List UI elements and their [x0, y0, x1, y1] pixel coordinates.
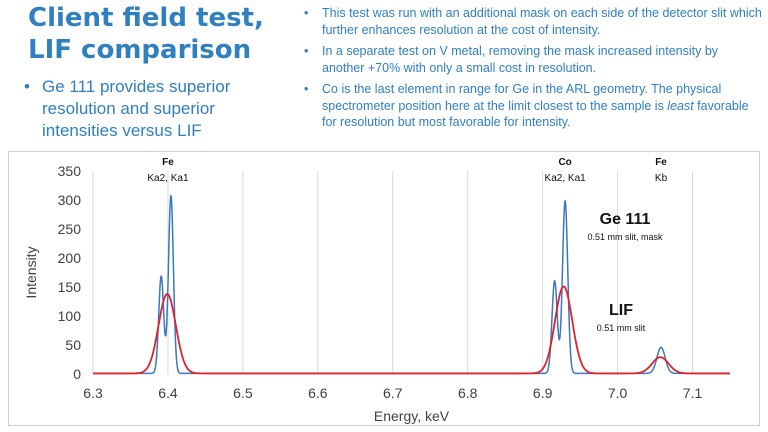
series-line-lif: [92, 285, 731, 375]
y-tick-label: 300: [58, 192, 82, 208]
peak-lines-label: Ka2, Ka1: [545, 173, 587, 184]
peak-lines-label: Ka2, Ka1: [147, 173, 189, 184]
y-tick-label: 200: [58, 250, 82, 266]
x-tick-label: 7.1: [683, 385, 703, 401]
left-bullet-list: Ge 111 provides superior resolution and …: [24, 76, 274, 142]
right-bullet-3: Co is the last element in range for Ge i…: [302, 81, 762, 131]
y-tick-label: 250: [58, 221, 82, 237]
y-tick-label: 50: [65, 337, 81, 353]
right-bullet-3-pre: Co is the last element in range for Ge i…: [322, 82, 722, 113]
left-bullet: Ge 111 provides superior resolution and …: [24, 76, 274, 142]
y-axis-title: Intensity: [23, 246, 39, 298]
x-tick-label: 6.3: [83, 385, 103, 401]
x-tick-label: 6.7: [383, 385, 403, 401]
y-tick-label: 350: [58, 163, 82, 179]
x-tick-label: 6.6: [308, 385, 328, 401]
title-line-1: Client field test,: [28, 3, 264, 33]
peak-element-label: Fe: [162, 157, 174, 168]
right-bullet-list: This test was run with an additional mas…: [302, 5, 762, 136]
x-tick-label: 6.8: [458, 385, 478, 401]
spectrum-chart: 0 50 100 150 200 250 300 350 6.3 6.4 6.5 6.6 6.7 6.8 6…: [23, 157, 731, 424]
right-bullet-2: In a separate test on V metal, removing …: [302, 43, 762, 76]
x-axis-title: Energy, keV: [374, 408, 450, 424]
y-tick-label: 0: [73, 366, 81, 382]
x-tick-label: 7.0: [608, 385, 628, 401]
lif-series-note: 0.51 mm slit: [597, 323, 646, 333]
peak-element-label: Fe: [655, 157, 667, 168]
right-bullet-3-emphasis: least: [667, 98, 694, 113]
y-tick-label: 150: [58, 279, 82, 295]
x-tick-label: 6.5: [233, 385, 253, 401]
right-bullet-3-post: favorable for resolution but most favora…: [322, 98, 749, 130]
title-line-2: LIF comparison: [28, 35, 252, 65]
y-tick-label: 100: [58, 308, 82, 324]
peak-element-label: Co: [558, 157, 571, 168]
x-tick-label: 6.9: [533, 385, 553, 401]
x-tick-label: 6.4: [158, 385, 178, 401]
chart-frame: [8, 151, 760, 426]
peak-lines-label: Kb: [655, 173, 668, 184]
ge111-series-note: 0.51 mm slit, mask: [587, 232, 663, 242]
slide-title: Client field test, LIF comparison: [28, 2, 298, 66]
lif-series-label: LIF: [609, 302, 633, 319]
ge111-series-label: Ge 111: [600, 211, 651, 228]
right-bullet-1: This test was run with an additional mas…: [302, 5, 762, 38]
